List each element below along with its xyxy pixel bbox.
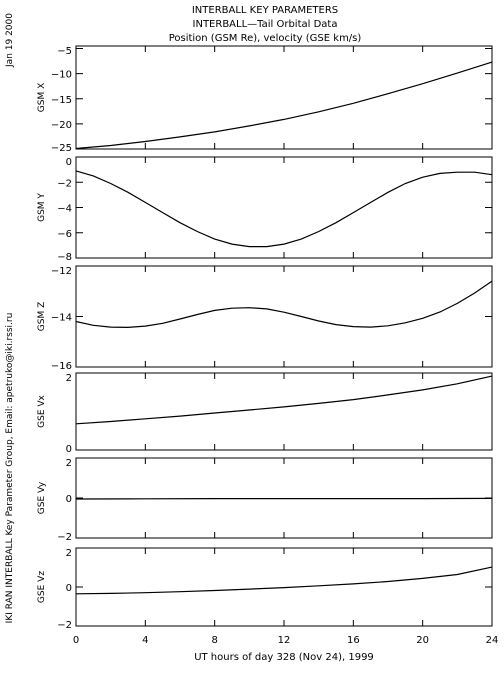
- x-tick-label: 20: [416, 635, 429, 646]
- plot-frame: [75, 45, 493, 150]
- y-tick-label: −4: [57, 204, 72, 215]
- series-line: [75, 497, 493, 500]
- y-tick-label: 0: [66, 157, 72, 168]
- y-axis-label: GSE Vx: [37, 394, 47, 427]
- series-line: [75, 170, 493, 248]
- y-tick-label: −10: [51, 70, 72, 81]
- y-tick-label: −2: [57, 620, 72, 631]
- y-tick-label: −25: [51, 143, 72, 154]
- y-tick-label: −8: [57, 252, 72, 263]
- y-tick-label: −16: [51, 361, 72, 372]
- y-tick-label: −15: [51, 95, 72, 106]
- y-axis-label: GSM Y: [37, 193, 47, 222]
- series-line: [75, 280, 493, 329]
- series-line: [75, 566, 493, 595]
- chart-subtitle: INTERBALL—Tail Orbital Data: [193, 19, 338, 30]
- x-tick-label: 16: [347, 635, 360, 646]
- series-line: [75, 375, 493, 425]
- x-tick-label: 12: [278, 635, 291, 646]
- y-axis-label: GSE Vy: [37, 481, 47, 514]
- x-tick-label: 8: [211, 635, 217, 646]
- chart-description: Position (GSM Re), velocity (GSE km/s): [169, 33, 362, 44]
- y-tick-label: −6: [57, 229, 72, 240]
- y-axis-label: GSE Vz: [37, 571, 47, 603]
- chart-title: INTERBALL KEY PARAMETERS: [192, 5, 338, 16]
- x-axis-label: UT hours of day 328 (Nov 24), 1999: [194, 652, 374, 663]
- credit-line: IKI RAN INTERBALL Key Parameter Group, E…: [5, 313, 15, 624]
- y-tick-label: 2: [66, 458, 72, 469]
- y-tick-label: −14: [51, 313, 72, 324]
- x-tick-label: 24: [486, 635, 499, 646]
- y-axis-label: GSM X: [37, 83, 47, 112]
- y-tick-label: −5: [57, 46, 72, 57]
- x-tick-label: 0: [73, 635, 79, 646]
- y-tick-label: −2: [57, 178, 72, 189]
- plot-frame: [75, 372, 493, 451]
- y-tick-label: 0: [66, 583, 72, 594]
- y-tick-label: −2: [57, 532, 72, 543]
- plot-frame: [75, 265, 493, 368]
- y-axis-label: GSM Z: [37, 302, 47, 331]
- y-tick-label: −20: [51, 120, 72, 131]
- y-tick-label: 0: [66, 444, 72, 455]
- x-tick-label: 4: [142, 635, 148, 646]
- y-tick-label: 2: [66, 548, 72, 559]
- y-tick-label: −12: [51, 266, 72, 277]
- y-tick-label: 2: [66, 373, 72, 384]
- series-line: [75, 61, 493, 150]
- y-tick-label: 0: [66, 494, 72, 505]
- date-stamp: Jan 19 2000: [5, 13, 15, 68]
- plot-frame: [75, 156, 493, 259]
